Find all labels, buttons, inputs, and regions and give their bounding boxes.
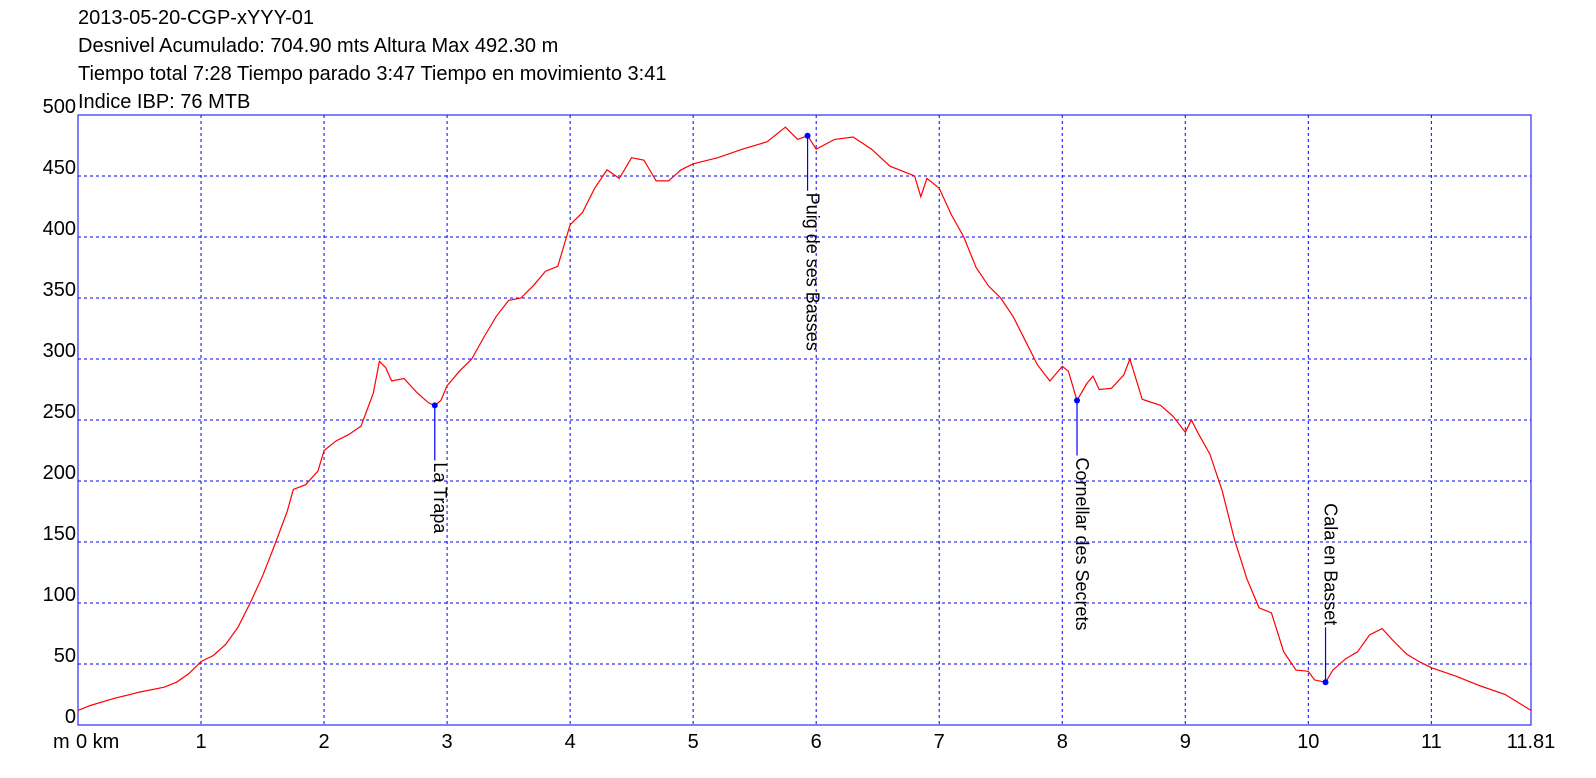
x-tick-label: 8 <box>1057 731 1068 753</box>
x-tick-label: 4 <box>565 731 576 753</box>
y-tick-label: 0 <box>65 706 76 728</box>
plot-frame <box>77 114 1532 726</box>
waypoint-label: Puig de ses Basses <box>803 193 823 351</box>
y-tick-label: 250 <box>43 401 76 423</box>
subtitle: Indice IBP: 76 MTB <box>78 91 250 113</box>
y-tick-label: 450 <box>43 157 76 179</box>
y-axis-label: m <box>53 731 70 753</box>
x-tick-label: 7 <box>934 731 945 753</box>
x-tick-label: 0 km <box>76 731 119 753</box>
waypoint-label: Cornellar des Secrets <box>1072 457 1092 630</box>
subtitle: Tiempo total 7:28 Tiempo parado 3:47 Tie… <box>78 63 667 85</box>
y-tick-label: 400 <box>43 218 76 240</box>
chart-title: 2013-05-20-CGP-xYYY-01 <box>78 7 314 29</box>
waypoint-marker <box>431 402 438 409</box>
subtitle: Desnivel Acumulado: 704.90 mts Altura Ma… <box>78 35 558 57</box>
waypoint-marker <box>1074 397 1081 404</box>
y-tick-label: 50 <box>54 645 76 667</box>
y-tick-label: 500 <box>43 96 76 118</box>
x-tick-label: 11.81 <box>1507 731 1556 753</box>
x-tick-label: 5 <box>688 731 699 753</box>
y-tick-label: 200 <box>43 462 76 484</box>
waypoint-label: Cala en Basset <box>1321 503 1341 625</box>
waypoint-marker <box>1322 679 1329 686</box>
x-tick-label: 2 <box>319 731 330 753</box>
x-tick-label: 1 <box>195 731 206 753</box>
waypoint-label: La Trapa <box>430 462 450 534</box>
x-tick-label: 6 <box>811 731 822 753</box>
x-tick-label: 10 <box>1297 731 1319 753</box>
y-tick-label: 100 <box>43 584 76 606</box>
y-tick-label: 300 <box>43 340 76 362</box>
waypoint-marker <box>804 132 811 139</box>
y-tick-label: 150 <box>43 523 76 545</box>
x-tick-label: 11 <box>1421 731 1442 753</box>
y-tick-label: 350 <box>43 279 76 301</box>
x-tick-label: 9 <box>1180 731 1191 753</box>
x-tick-label: 3 <box>442 731 453 753</box>
